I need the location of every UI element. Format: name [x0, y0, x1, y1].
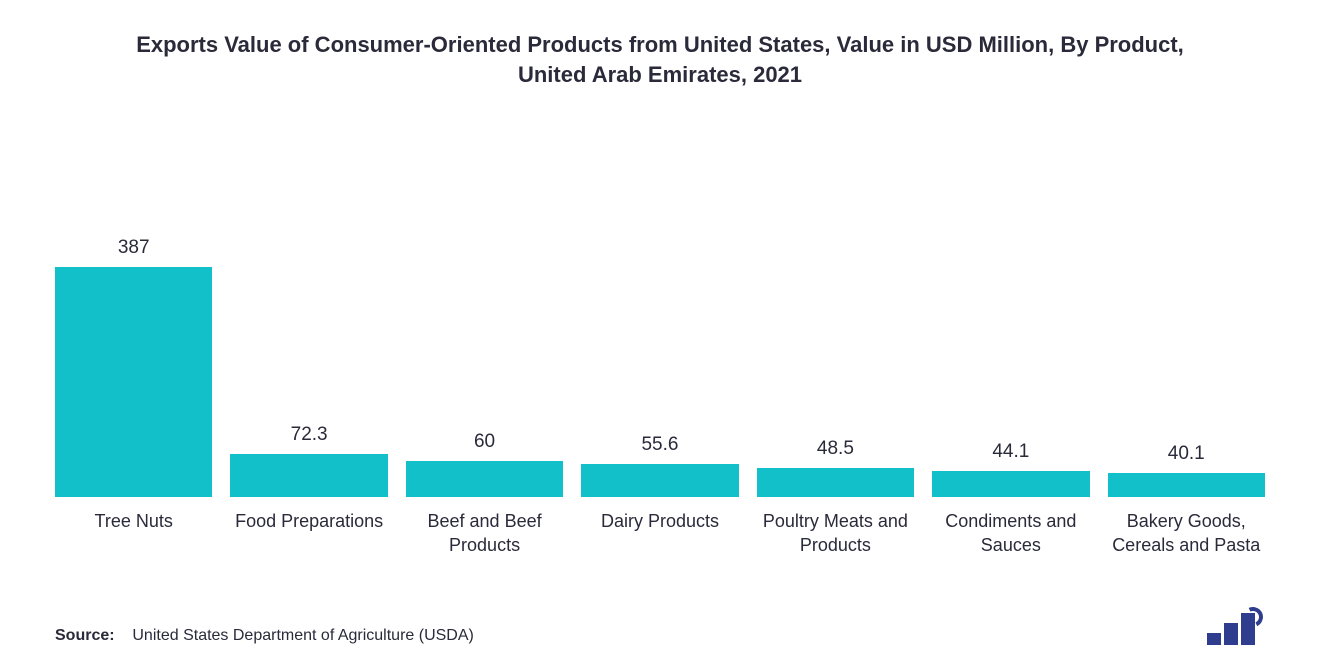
logo-bar-icon [1224, 623, 1238, 645]
source-line: Source: United States Department of Agri… [55, 627, 474, 645]
bar-group: 55.6 Dairy Products [581, 434, 738, 581]
bar-category-label: Bakery Goods, Cereals and Pasta [1108, 509, 1265, 581]
bar-value-label: 72.3 [291, 424, 328, 446]
bar-value-label: 40.1 [1168, 443, 1205, 465]
bar-group: 72.3 Food Preparations [230, 424, 387, 581]
bar-category-label: Beef and Beef Products [406, 509, 563, 581]
chart-container: Exports Value of Consumer-Oriented Produ… [0, 0, 1320, 665]
bar [55, 267, 212, 497]
bar-group: 387 Tree Nuts [55, 237, 212, 581]
bar-category-label: Tree Nuts [95, 509, 173, 581]
bar [757, 468, 914, 497]
source-label: Source: [55, 627, 115, 644]
bar-value-label: 44.1 [992, 441, 1029, 463]
bar-group: 60 Beef and Beef Products [406, 431, 563, 581]
bar [932, 471, 1089, 497]
bar-category-label: Condiments and Sauces [932, 509, 1089, 581]
bar-value-label: 60 [474, 431, 495, 453]
bar [230, 454, 387, 497]
bar-category-label: Poultry Meats and Products [757, 509, 914, 581]
bar-group: 48.5 Poultry Meats and Products [757, 438, 914, 581]
bar-group: 44.1 Condiments and Sauces [932, 441, 1089, 581]
bar [1108, 473, 1265, 497]
source-text: United States Department of Agriculture … [132, 627, 473, 644]
logo-bar-icon [1207, 633, 1221, 645]
bar-group: 40.1 Bakery Goods, Cereals and Pasta [1108, 443, 1265, 581]
bar-value-label: 387 [118, 237, 150, 259]
chart-plot-area: 387 Tree Nuts 72.3 Food Preparations 60 Beef … [50, 129, 1270, 581]
brand-logo [1207, 611, 1265, 645]
bar-value-label: 55.6 [641, 434, 678, 456]
bar-category-label: Food Preparations [235, 509, 383, 581]
chart-title: Exports Value of Consumer-Oriented Produ… [50, 30, 1270, 89]
bar-category-label: Dairy Products [601, 509, 719, 581]
bar-value-label: 48.5 [817, 438, 854, 460]
bar [581, 464, 738, 497]
chart-footer: Source: United States Department of Agri… [50, 611, 1270, 645]
bar [406, 461, 563, 497]
